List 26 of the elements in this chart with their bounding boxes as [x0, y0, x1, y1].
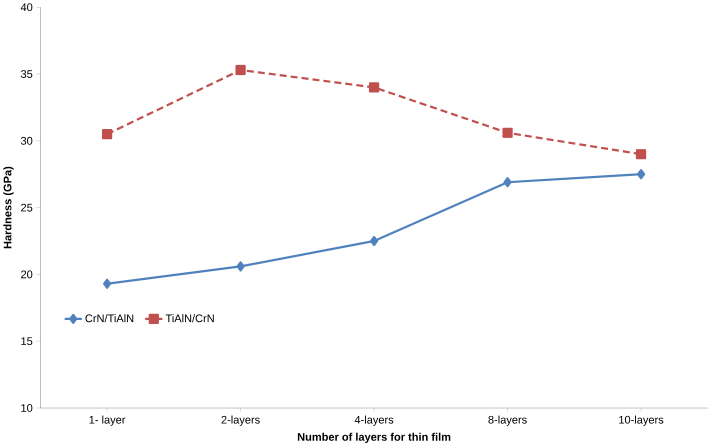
- x-tick-label: 8-layers: [488, 415, 527, 426]
- y-tick-label: 20: [21, 270, 32, 278]
- point: [235, 64, 246, 75]
- point: [368, 82, 380, 92]
- x-tick-label: 1- layer: [90, 415, 126, 426]
- point: [102, 128, 112, 140]
- legend-label: TiAlN/CrN: [166, 314, 214, 322]
- y-tick-label: 10: [21, 404, 32, 412]
- y-tick-label: 25: [21, 204, 32, 212]
- point: [503, 176, 512, 188]
- point: [636, 168, 646, 180]
- x-tick-label: 2-layers: [222, 415, 260, 426]
- y-tick-label: 15: [21, 337, 32, 345]
- y-tick-label: 30: [20, 136, 32, 145]
- point: [370, 236, 378, 246]
- legend-label: CrN/TiAlN: [85, 314, 134, 322]
- point: [502, 128, 513, 138]
- point: [102, 278, 112, 289]
- y-tick-label: 40: [20, 3, 32, 11]
- y-tick-label: 35: [20, 70, 32, 78]
- y-axis-title: Hardness (GPa): [3, 166, 14, 248]
- x-axis-title: Number of layers for thin film: [298, 432, 450, 443]
- x-tick-label: 4-layers: [354, 415, 394, 426]
- point: [636, 148, 646, 160]
- point: [236, 261, 245, 272]
- x-tick-label: 10-layers: [619, 415, 664, 426]
